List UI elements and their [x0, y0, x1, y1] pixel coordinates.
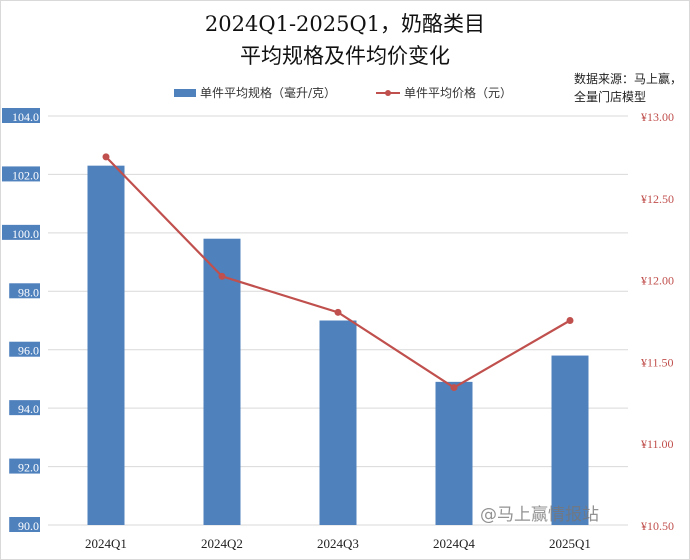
x-tick-label: 2024Q4 — [433, 536, 475, 551]
left-tick-label: 90.0 — [18, 519, 39, 533]
right-tick-label: ¥13.00 — [641, 110, 674, 124]
x-tick-label: 2024Q2 — [201, 536, 243, 551]
right-tick-label: ¥11.00 — [641, 437, 674, 451]
bar-2024Q1 — [87, 165, 125, 525]
left-tick-label-bg — [9, 517, 40, 532]
x-tick-label: 2024Q3 — [317, 536, 359, 551]
left-tick-label-bg — [9, 458, 40, 474]
bar-2025Q1 — [551, 355, 589, 525]
left-tick-label: 102.0 — [12, 168, 39, 182]
watermark: @马上赢情报站 — [480, 505, 599, 525]
price-point-2024Q4 — [450, 384, 458, 392]
right-tick-label: ¥10.50 — [641, 519, 674, 533]
legend-item-bar: 单件平均规格（毫升/克） — [174, 84, 336, 101]
left-tick-label: 92.0 — [18, 461, 39, 475]
x-tick-label: 2024Q1 — [85, 536, 127, 551]
legend-line-label: 单件平均价格（元） — [404, 86, 513, 100]
bar-2024Q3 — [319, 320, 357, 525]
left-tick-label: 98.0 — [18, 285, 39, 299]
left-tick-label-bg — [2, 224, 40, 240]
legend-line-swatch — [376, 89, 400, 96]
right-tick-label: ¥12.00 — [641, 274, 674, 288]
left-tick-label-bg — [9, 400, 40, 416]
left-tick-label-bg — [9, 341, 40, 357]
right-tick-label: ¥12.50 — [641, 192, 674, 206]
left-tick-label-bg — [9, 283, 40, 299]
chart-title-line1: 2024Q1-2025Q1，奶酪类目 — [204, 12, 486, 36]
price-point-2024Q1 — [102, 153, 110, 161]
legend-item-line: 单件平均价格（元） — [376, 84, 512, 101]
source-note: 数据来源：马上赢， 全量门店模型 — [574, 70, 682, 106]
left-tick-label: 104.0 — [12, 110, 39, 124]
legend-bar-swatch — [174, 88, 196, 97]
legend-bar-label: 单件平均规格（毫升/克） — [200, 86, 337, 100]
source-note-line1: 数据来源：马上赢， — [574, 72, 683, 86]
left-tick-label: 94.0 — [18, 402, 39, 416]
chart-title-line2: 平均规格及件均价变化 — [240, 44, 450, 68]
price-point-2025Q1 — [566, 317, 574, 324]
x-tick-label: 2025Q1 — [549, 536, 591, 551]
right-tick-label: ¥11.50 — [641, 355, 674, 369]
left-tick-label: 96.0 — [18, 344, 39, 358]
price-point-2024Q2 — [218, 272, 226, 280]
left-tick-label: 100.0 — [12, 227, 39, 241]
source-note-line2: 全量门店模型 — [574, 90, 647, 104]
price-point-2024Q3 — [334, 308, 342, 316]
bar-2024Q2 — [203, 238, 241, 525]
left-tick-label-bg — [2, 108, 40, 123]
left-tick-label-bg — [2, 166, 40, 182]
bar-2024Q4 — [435, 381, 473, 525]
